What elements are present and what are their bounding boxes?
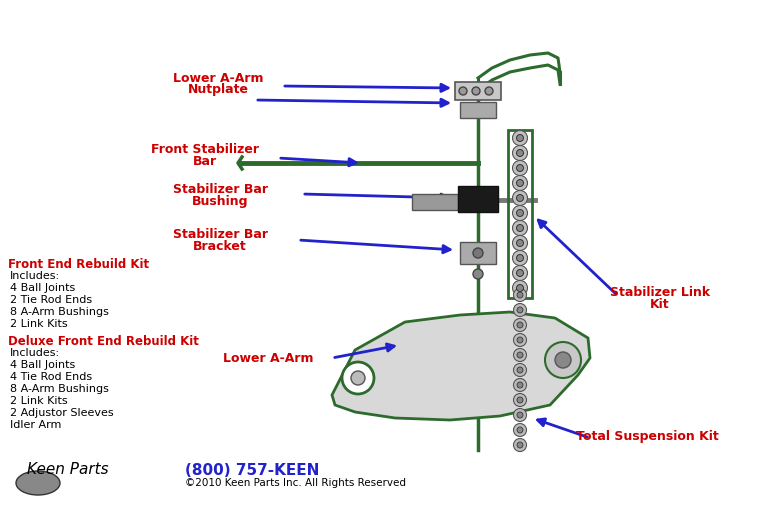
Circle shape bbox=[513, 146, 527, 161]
Circle shape bbox=[513, 266, 527, 281]
Circle shape bbox=[351, 371, 365, 385]
Circle shape bbox=[517, 307, 523, 313]
Text: (800) 757-KEEN: (800) 757-KEEN bbox=[185, 463, 320, 478]
Circle shape bbox=[517, 194, 524, 202]
Circle shape bbox=[514, 334, 527, 347]
Circle shape bbox=[517, 224, 524, 232]
Circle shape bbox=[513, 236, 527, 251]
Circle shape bbox=[514, 364, 527, 377]
Circle shape bbox=[517, 209, 524, 217]
Circle shape bbox=[514, 409, 527, 422]
Circle shape bbox=[514, 349, 527, 362]
Circle shape bbox=[517, 180, 524, 186]
Circle shape bbox=[517, 284, 524, 292]
Text: ©2010 Keen Parts Inc. All Rights Reserved: ©2010 Keen Parts Inc. All Rights Reserve… bbox=[185, 478, 406, 488]
Circle shape bbox=[517, 367, 523, 373]
Polygon shape bbox=[332, 312, 590, 420]
Circle shape bbox=[517, 165, 524, 171]
Text: Stabilizer Link: Stabilizer Link bbox=[610, 286, 710, 299]
Circle shape bbox=[473, 248, 483, 258]
Ellipse shape bbox=[16, 471, 60, 495]
Text: Includes:: Includes: bbox=[10, 271, 60, 281]
Text: Bar: Bar bbox=[193, 155, 217, 168]
Text: Nutplate: Nutplate bbox=[188, 83, 249, 96]
Circle shape bbox=[517, 442, 523, 448]
Circle shape bbox=[517, 382, 523, 388]
Circle shape bbox=[517, 254, 524, 262]
Circle shape bbox=[517, 412, 523, 418]
Text: 4 Ball Joints: 4 Ball Joints bbox=[10, 360, 75, 370]
Text: 8 A-Arm Bushings: 8 A-Arm Bushings bbox=[10, 307, 109, 317]
Bar bbox=[460, 102, 496, 118]
Text: 4 Ball Joints: 4 Ball Joints bbox=[10, 283, 75, 293]
Text: Lower A-Arm: Lower A-Arm bbox=[223, 352, 313, 365]
Text: Bracket: Bracket bbox=[193, 240, 247, 253]
Circle shape bbox=[459, 87, 467, 95]
Circle shape bbox=[514, 304, 527, 316]
Circle shape bbox=[513, 221, 527, 236]
Circle shape bbox=[513, 251, 527, 266]
Circle shape bbox=[517, 337, 523, 343]
Circle shape bbox=[517, 135, 524, 141]
Circle shape bbox=[513, 206, 527, 221]
Circle shape bbox=[514, 379, 527, 392]
Text: Bushing: Bushing bbox=[192, 195, 248, 208]
Bar bbox=[458, 186, 498, 212]
Text: Total Suspension Kit: Total Suspension Kit bbox=[576, 430, 718, 443]
Circle shape bbox=[517, 150, 524, 156]
Bar bbox=[455, 82, 501, 100]
Circle shape bbox=[517, 397, 523, 403]
Circle shape bbox=[517, 352, 523, 358]
Circle shape bbox=[514, 424, 527, 437]
Text: Front End Rebuild Kit: Front End Rebuild Kit bbox=[8, 258, 149, 271]
Text: 8 A-Arm Bushings: 8 A-Arm Bushings bbox=[10, 384, 109, 394]
Circle shape bbox=[555, 352, 571, 368]
Circle shape bbox=[513, 176, 527, 191]
Text: Stabilizer Bar: Stabilizer Bar bbox=[172, 183, 267, 196]
Text: 4 Tie Rod Ends: 4 Tie Rod Ends bbox=[10, 372, 92, 382]
Text: Front Stabilizer: Front Stabilizer bbox=[151, 143, 259, 156]
Text: Includes:: Includes: bbox=[10, 348, 60, 358]
Circle shape bbox=[473, 269, 483, 279]
Circle shape bbox=[517, 269, 524, 277]
Text: Kit: Kit bbox=[650, 298, 670, 311]
Circle shape bbox=[514, 394, 527, 407]
Circle shape bbox=[545, 342, 581, 378]
Circle shape bbox=[513, 191, 527, 206]
Circle shape bbox=[517, 292, 523, 298]
Circle shape bbox=[342, 362, 374, 394]
Text: Idler Arm: Idler Arm bbox=[10, 420, 62, 430]
Text: 2 Link Kits: 2 Link Kits bbox=[10, 396, 68, 406]
Circle shape bbox=[514, 319, 527, 332]
Text: Keen Parts: Keen Parts bbox=[27, 462, 109, 477]
Text: Deluxe Front End Rebuild Kit: Deluxe Front End Rebuild Kit bbox=[8, 335, 199, 348]
Text: 2 Link Kits: 2 Link Kits bbox=[10, 319, 68, 329]
Circle shape bbox=[514, 439, 527, 452]
Text: 2 Tie Rod Ends: 2 Tie Rod Ends bbox=[10, 295, 92, 305]
Circle shape bbox=[472, 87, 480, 95]
Text: Lower A-Arm: Lower A-Arm bbox=[172, 72, 263, 85]
Circle shape bbox=[517, 427, 523, 433]
Bar bbox=[412, 194, 458, 210]
Circle shape bbox=[513, 281, 527, 295]
Circle shape bbox=[517, 239, 524, 247]
Text: 2 Adjustor Sleeves: 2 Adjustor Sleeves bbox=[10, 408, 114, 418]
Circle shape bbox=[513, 161, 527, 176]
Circle shape bbox=[517, 322, 523, 328]
Circle shape bbox=[514, 289, 527, 301]
Bar bbox=[508, 130, 532, 298]
Bar bbox=[460, 242, 496, 264]
Text: Stabilizer Bar: Stabilizer Bar bbox=[172, 228, 267, 241]
Circle shape bbox=[485, 87, 493, 95]
Circle shape bbox=[513, 131, 527, 146]
